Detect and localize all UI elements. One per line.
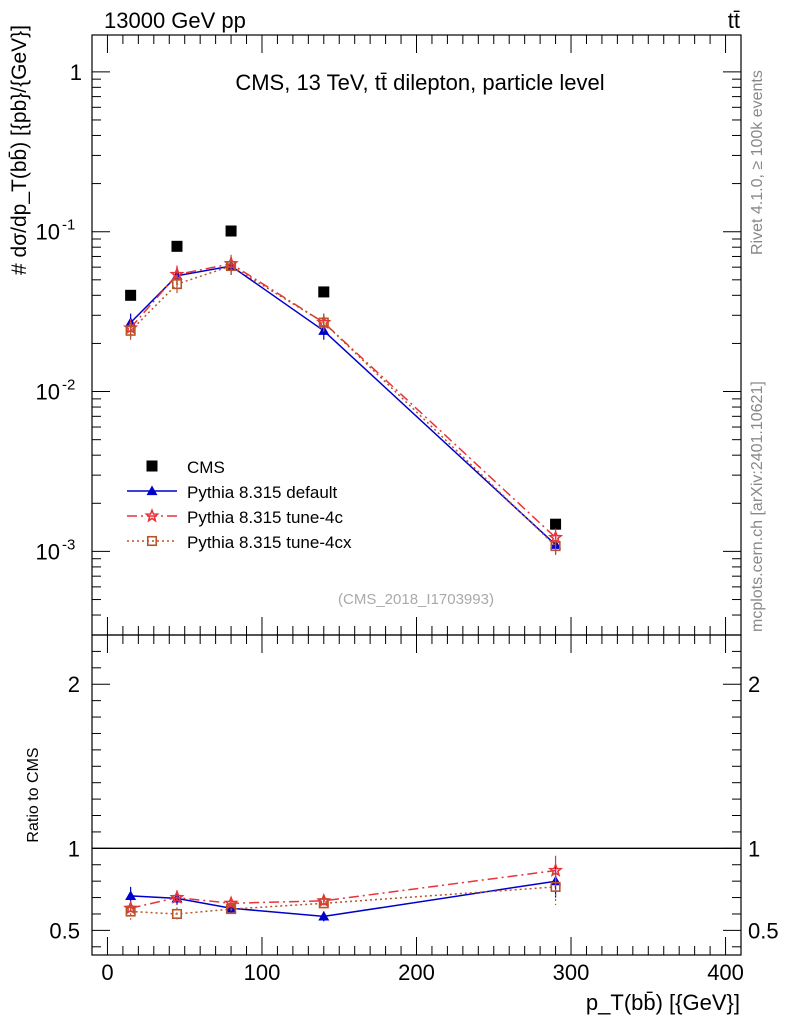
ratio-y-tick-label: 0.5 — [49, 918, 80, 943]
x-tick-label: 100 — [244, 960, 281, 985]
main-point-cms — [550, 518, 562, 530]
x-tick-label: 300 — [553, 960, 590, 985]
legend-label: Pythia 8.315 tune-4cx — [187, 533, 352, 552]
x-tick-label: 400 — [707, 960, 744, 985]
ratio-series-line-pythia-8-315-tune-4c — [130, 869, 556, 909]
main-y-tick-exponent: -2 — [62, 377, 75, 394]
x-axis-label: p_T(bb̄) [{GeV}] — [586, 990, 740, 1015]
main-point-pythia-8-315-tune-4cx — [125, 325, 136, 336]
main-point-cms — [125, 289, 137, 301]
ratio-point-pythia-8-315-tune-4c — [123, 900, 139, 915]
main-point-pythia-8-315-tune-4cx — [550, 541, 561, 552]
main-y-tick-exponent: -3 — [62, 536, 75, 553]
ratio-point-pythia-8-315-tune-4c — [169, 889, 185, 904]
ratio-x-ticks: 0 100 200 300 400 — [91, 635, 744, 985]
ratio-y-tick-label: 1 — [68, 836, 80, 861]
main-y-axis-label: # dσ/dp_T(bb̄) [{pb}/{GeV}] — [8, 25, 31, 275]
main-point-pythia-8-315-tune-4cx — [226, 260, 237, 272]
ratio-point-pythia-8-315-tune-4cx — [171, 908, 183, 920]
ratio-y-ticks: 0.5 0.5 1 1 2 2 — [49, 650, 779, 948]
ratio-series-group — [123, 855, 564, 922]
legend-marker-pythia-8-315-default — [146, 485, 158, 496]
x-tick-label: 200 — [398, 960, 435, 985]
ratio-plot-frame — [91, 634, 742, 956]
main-series-line-pythia-8-315-default — [130, 265, 557, 546]
main-plot-panel: 10 -310 -210 -11 CMS, 13 TeV, tt̄ dilepton,… — [8, 25, 742, 636]
ratio-point-pythia-8-315-default — [125, 890, 137, 901]
header-process: 13000 GeV pp — [104, 8, 246, 33]
main-y-tick-label: 10 — [36, 380, 60, 405]
legend-marker-cms — [146, 460, 158, 472]
main-y-ticks: 10 -310 -210 -11 — [36, 60, 741, 636]
main-y-tick-label: 10 — [36, 220, 60, 245]
ratio-y-tick-label-right: 0.5 — [748, 918, 779, 943]
legend-label: Pythia 8.315 tune-4c — [187, 508, 343, 527]
legend: CMS Pythia 8.315 default Pythia 8.315 tune… — [127, 458, 352, 552]
main-y-tick-label: 1 — [70, 60, 82, 85]
ratio-point-pythia-8-315-tune-4c — [548, 862, 564, 877]
main-point-pythia-8-315-tune-4cx — [171, 279, 183, 290]
analysis-annotation: (CMS_2018_I1703993) — [338, 591, 494, 608]
ratio-point-pythia-8-315-tune-4cx — [318, 898, 329, 909]
ratio-y-tick-label-right: 2 — [748, 672, 760, 697]
ratio-y-tick-label: 2 — [68, 672, 80, 697]
main-series-line-pythia-8-315-tune-4cx — [130, 265, 557, 547]
ratio-y-tick-label-right: 1 — [748, 836, 760, 861]
ratio-series-line-pythia-8-315-tune-4cx — [130, 886, 556, 915]
ratio-y-axis-label: Ratio to CMS — [25, 747, 42, 842]
main-point-cms — [318, 286, 330, 298]
main-series-group — [123, 225, 564, 556]
y-axis-label-text: # dσ/dp_T(bb̄) [{pb}/{GeV}] — [8, 25, 31, 275]
x-tick-label: 0 — [101, 960, 113, 985]
main-y-tick-exponent: -1 — [62, 217, 75, 234]
ratio-point-pythia-8-315-default — [318, 910, 330, 921]
legend-marker-pythia-8-315-tune-4c — [144, 508, 160, 523]
legend-label: CMS — [187, 458, 225, 477]
ratio-point-pythia-8-315-tune-4cx — [226, 904, 237, 915]
main-point-pythia-8-315-tune-4cx — [318, 317, 329, 328]
main-point-cms — [225, 225, 237, 237]
main-y-tick-label: 10 — [36, 539, 60, 564]
ratio-plot-panel: 0.5 0.5 1 1 2 2 0 100 200 300 400 Ratio to CMS p_… — [25, 634, 779, 1015]
main-point-cms — [171, 240, 183, 252]
main-plot-title: CMS, 13 TeV, tt̄ dilepton, particle leve… — [235, 70, 604, 95]
mcplots-label: mcplots.cern.ch [arXiv:2401.10621] — [749, 381, 766, 632]
header-final-state: tt̄ — [728, 8, 740, 33]
ratio-point-pythia-8-315-tune-4cx — [125, 906, 136, 917]
ratio-point-pythia-8-315-tune-4cx — [550, 881, 561, 892]
legend-marker-pythia-8-315-tune-4cx — [146, 535, 158, 547]
main-x-ticks — [91, 35, 742, 635]
rivet-label: Rivet 4.1.0, ≥ 100k events — [749, 70, 766, 255]
legend-label: Pythia 8.315 default — [187, 483, 338, 502]
